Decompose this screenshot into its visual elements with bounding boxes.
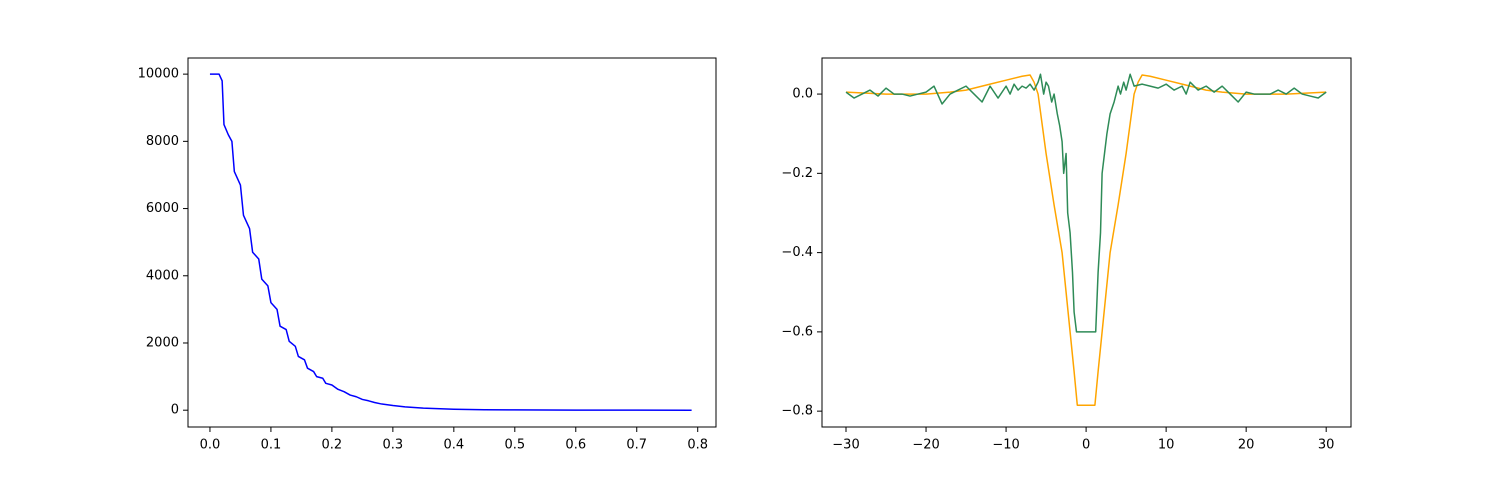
y-tick-label: 0 (171, 403, 179, 418)
data-line (845, 73, 1327, 333)
axes-frame (821, 57, 1352, 428)
y-tick-label: 8000 (146, 134, 179, 149)
x-tick-label: −10 (992, 438, 1019, 453)
x-tick-label: 0.3 (383, 438, 404, 453)
data-line (845, 74, 1327, 406)
x-tick-label: 30 (1318, 438, 1335, 453)
x-tick-label: 0 (1082, 438, 1090, 453)
y-tick-label: −0.2 (781, 166, 813, 181)
y-tick-label: 10000 (138, 67, 179, 82)
y-tick-label: 4000 (146, 268, 179, 283)
axes-frame (187, 57, 717, 428)
x-tick-label: 0.2 (322, 438, 343, 453)
x-tick-label: 0.0 (200, 438, 221, 453)
x-tick-label: 10 (1158, 438, 1175, 453)
y-tick-label: 6000 (146, 201, 179, 216)
y-tick-label: −0.4 (781, 245, 813, 260)
x-tick-label: −20 (912, 438, 939, 453)
y-tick-label: −0.8 (781, 404, 813, 419)
data-line (209, 73, 692, 411)
x-tick-label: 0.5 (504, 438, 525, 453)
x-tick-label: 20 (1238, 438, 1255, 453)
x-tick-label: 0.1 (261, 438, 282, 453)
x-tick-label: 0.7 (626, 438, 647, 453)
x-tick-label: 0.8 (687, 438, 708, 453)
x-tick-label: 0.6 (565, 438, 586, 453)
y-tick-label: 2000 (146, 335, 179, 350)
y-tick-label: 0.0 (792, 87, 813, 102)
x-tick-label: −30 (832, 438, 859, 453)
x-tick-label: 0.4 (443, 438, 464, 453)
y-tick-label: −0.6 (781, 324, 813, 339)
